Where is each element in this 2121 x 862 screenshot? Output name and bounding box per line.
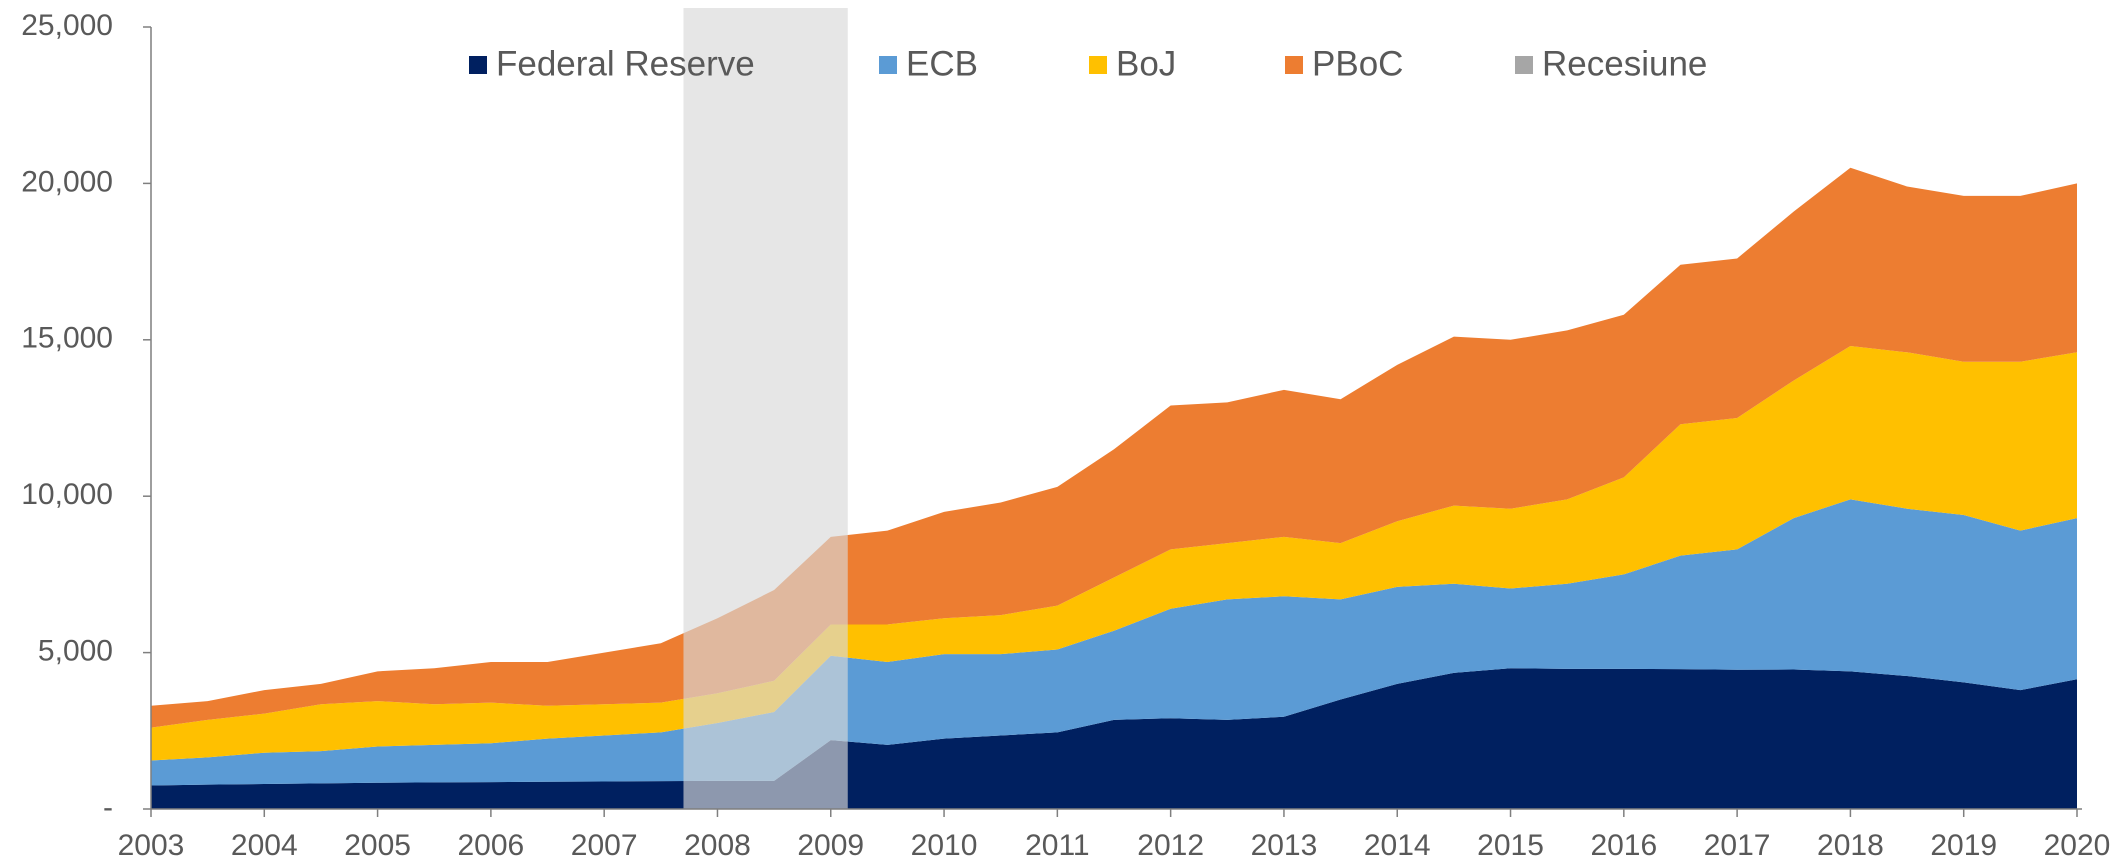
y-tick-label: 25,000 [21, 9, 113, 42]
legend-swatch [1285, 56, 1303, 74]
x-tick-label: 2004 [231, 829, 298, 862]
x-tick-label: 2006 [458, 829, 525, 862]
x-tick-label: 2005 [344, 829, 411, 862]
area [151, 668, 2077, 809]
x-tick-label: 2014 [1364, 829, 1431, 862]
x-tick-label: 2019 [1930, 829, 1997, 862]
x-tick-label: 2017 [1704, 829, 1771, 862]
area [151, 499, 2077, 786]
legend-swatch [879, 56, 897, 74]
x-tick-label: 2013 [1251, 829, 1318, 862]
legend-swatch [1515, 56, 1533, 74]
x-tick-label: 2020 [2044, 829, 2111, 862]
area [151, 346, 2077, 761]
legend-label: Federal Reserve [496, 44, 755, 83]
area [151, 167, 2077, 728]
legend-label: PBoC [1312, 44, 1403, 83]
legend-swatch [1089, 56, 1107, 74]
y-tick-label: 5,000 [38, 635, 113, 668]
x-tick-label: 2018 [1817, 829, 1884, 862]
y-tick-label: 10,000 [21, 478, 113, 511]
y-tick-label: 15,000 [21, 322, 113, 355]
y-tick-label: 20,000 [21, 165, 113, 198]
x-tick-label: 2008 [684, 829, 751, 862]
x-tick-label: 2007 [571, 829, 638, 862]
x-tick-label: 2010 [911, 829, 978, 862]
legend-label: ECB [906, 44, 978, 83]
recession-band [683, 8, 848, 809]
x-tick-label: 2011 [1025, 829, 1090, 862]
x-tick-label: 2012 [1137, 829, 1204, 862]
legend-swatch [469, 56, 487, 74]
x-tick-label: 2009 [797, 829, 864, 862]
legend-label: Recesiune [1542, 44, 1707, 83]
y-tick-label: - [103, 791, 113, 824]
x-tick-label: 2016 [1590, 829, 1657, 862]
legend-label: BoJ [1116, 44, 1176, 83]
x-tick-label: 2003 [118, 829, 185, 862]
x-tick-label: 2015 [1477, 829, 1544, 862]
